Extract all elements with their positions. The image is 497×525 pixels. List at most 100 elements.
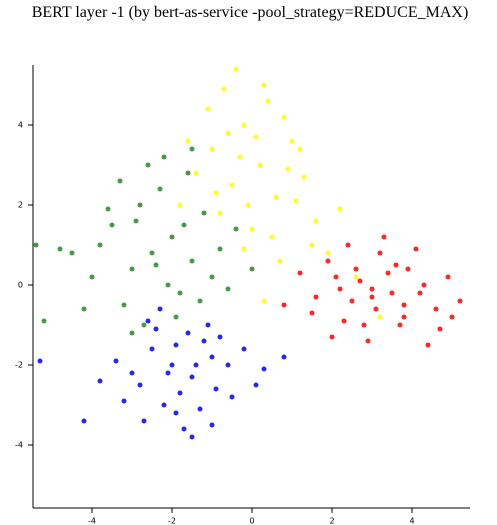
point	[113, 358, 119, 364]
point	[377, 314, 383, 320]
point	[433, 306, 439, 312]
point	[189, 146, 195, 152]
point	[337, 286, 343, 292]
point	[185, 330, 191, 336]
point	[37, 358, 43, 364]
point	[257, 162, 263, 168]
point	[417, 290, 423, 296]
point	[129, 330, 135, 336]
point	[381, 234, 387, 240]
point	[205, 106, 211, 112]
point	[89, 274, 95, 280]
point	[209, 146, 215, 152]
point	[57, 246, 63, 252]
point	[177, 390, 183, 396]
point	[169, 234, 175, 240]
point	[173, 342, 179, 348]
y-tick-label: 2	[18, 201, 23, 210]
point	[137, 202, 143, 208]
point	[153, 262, 159, 268]
point	[401, 314, 407, 320]
point	[309, 310, 315, 316]
point	[165, 370, 171, 376]
point	[297, 146, 303, 152]
point	[201, 210, 207, 216]
point	[81, 418, 87, 424]
point	[273, 194, 279, 200]
point	[281, 302, 287, 308]
point	[141, 418, 147, 424]
point	[165, 282, 171, 288]
point	[421, 282, 427, 288]
x-tick-label: 4	[409, 517, 414, 525]
y-tick-label: 0	[18, 281, 23, 290]
point	[181, 222, 187, 228]
point	[117, 178, 123, 184]
point	[213, 386, 219, 392]
point	[105, 206, 111, 212]
point	[289, 138, 295, 144]
point	[449, 314, 455, 320]
point	[425, 342, 431, 348]
point	[189, 374, 195, 380]
point	[269, 234, 275, 240]
point	[225, 362, 231, 368]
point	[281, 114, 287, 120]
point	[197, 406, 203, 412]
point	[205, 322, 211, 328]
x-tick-label: 0	[249, 517, 254, 525]
point	[361, 322, 367, 328]
point	[41, 318, 47, 324]
point	[217, 246, 223, 252]
point	[149, 250, 155, 256]
point	[233, 66, 239, 72]
point	[297, 270, 303, 276]
point	[313, 294, 319, 300]
point	[121, 398, 127, 404]
point	[201, 338, 207, 344]
point	[353, 274, 359, 280]
chart-title: BERT layer -1 (by bert-as-service -pool_…	[32, 4, 469, 21]
point	[181, 426, 187, 432]
point	[97, 242, 103, 248]
point	[369, 294, 375, 300]
point	[329, 334, 335, 340]
point	[301, 174, 307, 180]
point	[69, 250, 75, 256]
point	[209, 274, 215, 280]
point	[149, 346, 155, 352]
point	[217, 334, 223, 340]
point	[153, 326, 159, 332]
point	[189, 258, 195, 264]
point	[261, 298, 267, 304]
point	[33, 242, 39, 248]
point	[325, 250, 331, 256]
point	[233, 226, 239, 232]
point	[185, 170, 191, 176]
point	[345, 242, 351, 248]
point	[177, 290, 183, 296]
point	[313, 218, 319, 224]
point	[81, 306, 87, 312]
point	[261, 82, 267, 88]
point	[169, 362, 175, 368]
point	[277, 258, 283, 264]
point	[241, 246, 247, 252]
point	[405, 266, 411, 272]
point	[229, 182, 235, 188]
point	[253, 382, 259, 388]
point	[137, 382, 143, 388]
point	[189, 434, 195, 440]
point	[129, 266, 135, 272]
point	[173, 410, 179, 416]
point	[209, 422, 215, 428]
point	[341, 318, 347, 324]
point	[389, 290, 395, 296]
point	[129, 370, 135, 376]
point	[193, 170, 199, 176]
point	[161, 154, 167, 160]
x-tick-label: -2	[168, 517, 176, 525]
point	[253, 134, 259, 140]
x-tick-label: -4	[88, 517, 96, 525]
point	[309, 242, 315, 248]
